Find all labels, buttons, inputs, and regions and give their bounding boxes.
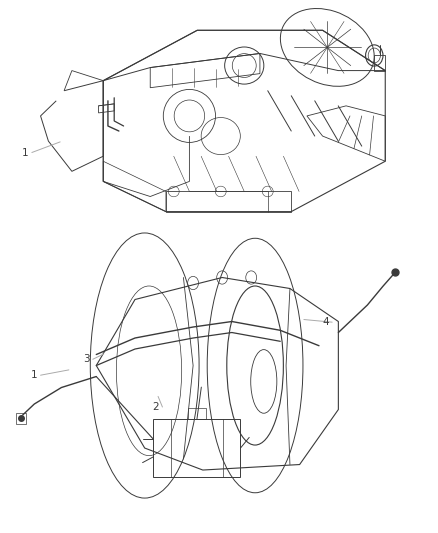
Text: 4: 4: [322, 317, 329, 327]
Text: 3: 3: [83, 354, 89, 364]
Text: 1: 1: [31, 370, 37, 380]
Text: 2: 2: [152, 402, 159, 412]
Text: 1: 1: [22, 148, 28, 158]
